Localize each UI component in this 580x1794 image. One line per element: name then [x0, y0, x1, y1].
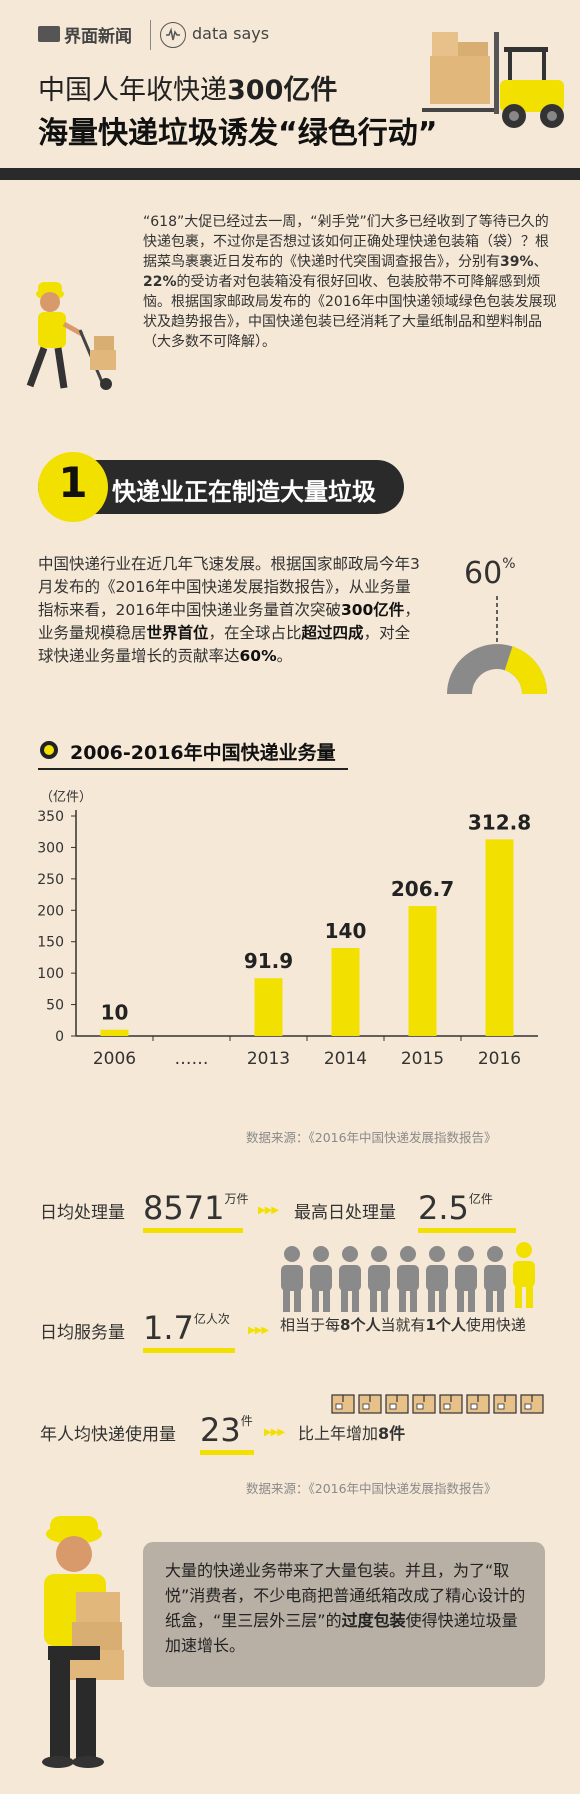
bar-chart: 0 50 100 150 200 250 300 350 10 2006 …… 91.9 2013 140…: [37, 809, 538, 1069]
bar-2013: [254, 978, 283, 1036]
chart-title: 2006-2016年中国快递业务量: [70, 742, 336, 764]
package-icon: [466, 1394, 490, 1414]
daily-service-underline: [143, 1348, 235, 1353]
person-icon: [310, 1246, 332, 1312]
person-icon: [426, 1246, 448, 1312]
peak-volume-value: 2.5亿件: [418, 1189, 493, 1227]
package-icon: [358, 1394, 382, 1414]
headline-line-2: 海量快递垃圾诱发“绿色行动”: [38, 116, 438, 151]
section-number: 1: [58, 458, 88, 507]
bar-2014: [331, 948, 360, 1036]
service-note: 相当于每8个人当就有1个人使用快递: [280, 1316, 526, 1334]
peak-volume-label: 最高日处理量: [294, 1203, 396, 1223]
person-icon: [368, 1246, 390, 1312]
y-tick-label: 300: [37, 840, 64, 856]
x-tick-label: ……: [175, 1049, 209, 1069]
header-rule: [0, 168, 580, 180]
brand-logo-icon: [38, 26, 60, 42]
y-tick-label: 350: [37, 809, 64, 825]
person-icon: [281, 1246, 303, 1312]
package-icon: [493, 1394, 517, 1414]
gauge-chart: [447, 596, 548, 694]
daily-volume-underline: [143, 1228, 243, 1233]
y-tick-label: 50: [46, 998, 64, 1014]
x-tick-label: 2014: [324, 1049, 367, 1069]
chart-y-unit: （亿件）: [40, 790, 93, 805]
person-icon-highlight: [513, 1242, 535, 1308]
person-icon: [339, 1246, 361, 1312]
headline-line-1: 中国人年收快递300亿件: [38, 75, 338, 106]
daily-service-value: 1.7亿人次: [143, 1309, 230, 1347]
package-icon: [520, 1394, 544, 1414]
courier-cart-illustration: [26, 282, 116, 390]
note-text: 大量的快递业务带来了大量包装。并且，为了“取悦”消费者，不少电商把普通纸箱改成了…: [165, 1561, 526, 1655]
section-title: 快递业正在制造大量垃圾: [112, 478, 376, 506]
y-tick-label: 200: [37, 903, 64, 919]
chart-title-underline: [38, 768, 348, 770]
x-tick-label: 2016: [478, 1049, 521, 1069]
x-tick-label: 2013: [247, 1049, 290, 1069]
package-icon: [412, 1394, 436, 1414]
data-label: 312.8: [468, 810, 531, 834]
y-tick-label: 0: [55, 1029, 64, 1045]
package-icons: [330, 1392, 552, 1416]
section1-paragraph: 中国快递行业在近几年飞速发展。根据国家邮政局今年3月发布的《2016年中国快递发…: [38, 555, 420, 665]
data-says-label: data says: [192, 24, 270, 43]
arrows-icon: ▶▶▶: [264, 1427, 285, 1438]
x-tick-label: 2015: [401, 1049, 444, 1069]
arrows-icon: ▶▶▶: [258, 1205, 279, 1216]
package-icon: [385, 1394, 409, 1414]
bar-2015: [408, 906, 437, 1036]
y-tick-label: 100: [37, 966, 64, 982]
people-ratio-icons: [280, 1234, 552, 1314]
person-icon: [455, 1246, 477, 1312]
courier-boxes-illustration: [42, 1516, 124, 1768]
header-divider: [150, 20, 151, 50]
data-says-icon: [160, 22, 186, 48]
bar-2006: [100, 1029, 129, 1036]
package-icon: [331, 1394, 355, 1414]
data-label: 206.7: [391, 877, 454, 901]
gauge-fill: [504, 646, 548, 694]
section-number-badge: [38, 452, 108, 522]
per-capita-label: 年人均快递使用量: [40, 1425, 176, 1445]
gauge-value: 60%: [464, 556, 516, 591]
y-tick-label: 250: [37, 872, 64, 888]
data-label: 140: [325, 919, 367, 943]
brand-name: 界面新闻: [64, 27, 132, 47]
chart-source: 数据来源：《2016年中国快递发展指数报告》: [246, 1130, 497, 1145]
package-icon: [439, 1394, 463, 1414]
data-label: 91.9: [244, 949, 293, 973]
chart-title-bullet: [40, 741, 58, 759]
person-icon: [484, 1246, 506, 1312]
daily-service-label: 日均服务量: [40, 1323, 125, 1343]
daily-volume-value: 8571万件: [143, 1189, 249, 1227]
peak-volume-underline: [418, 1228, 516, 1233]
forklift-illustration: [422, 32, 564, 128]
arrows-icon: ▶▶▶: [248, 1325, 269, 1336]
per-capita-value: 23件: [200, 1411, 253, 1449]
stats-source: 数据来源：《2016年中国快递发展指数报告》: [246, 1481, 497, 1496]
note-box: [143, 1542, 545, 1687]
y-tick-label: 150: [37, 935, 64, 951]
data-label: 10: [101, 1001, 129, 1025]
daily-volume-label: 日均处理量: [40, 1203, 125, 1223]
x-tick-label: 2006: [93, 1049, 136, 1069]
person-icon: [397, 1246, 419, 1312]
per-capita-note: 比上年增加8件: [298, 1424, 406, 1443]
intro-paragraph: “618”大促已经过去一周，“剁手党”们大多已经收到了等待已久的快递包裹，不过你…: [143, 214, 557, 350]
per-capita-underline: [200, 1450, 254, 1455]
bar-2016: [485, 839, 514, 1036]
